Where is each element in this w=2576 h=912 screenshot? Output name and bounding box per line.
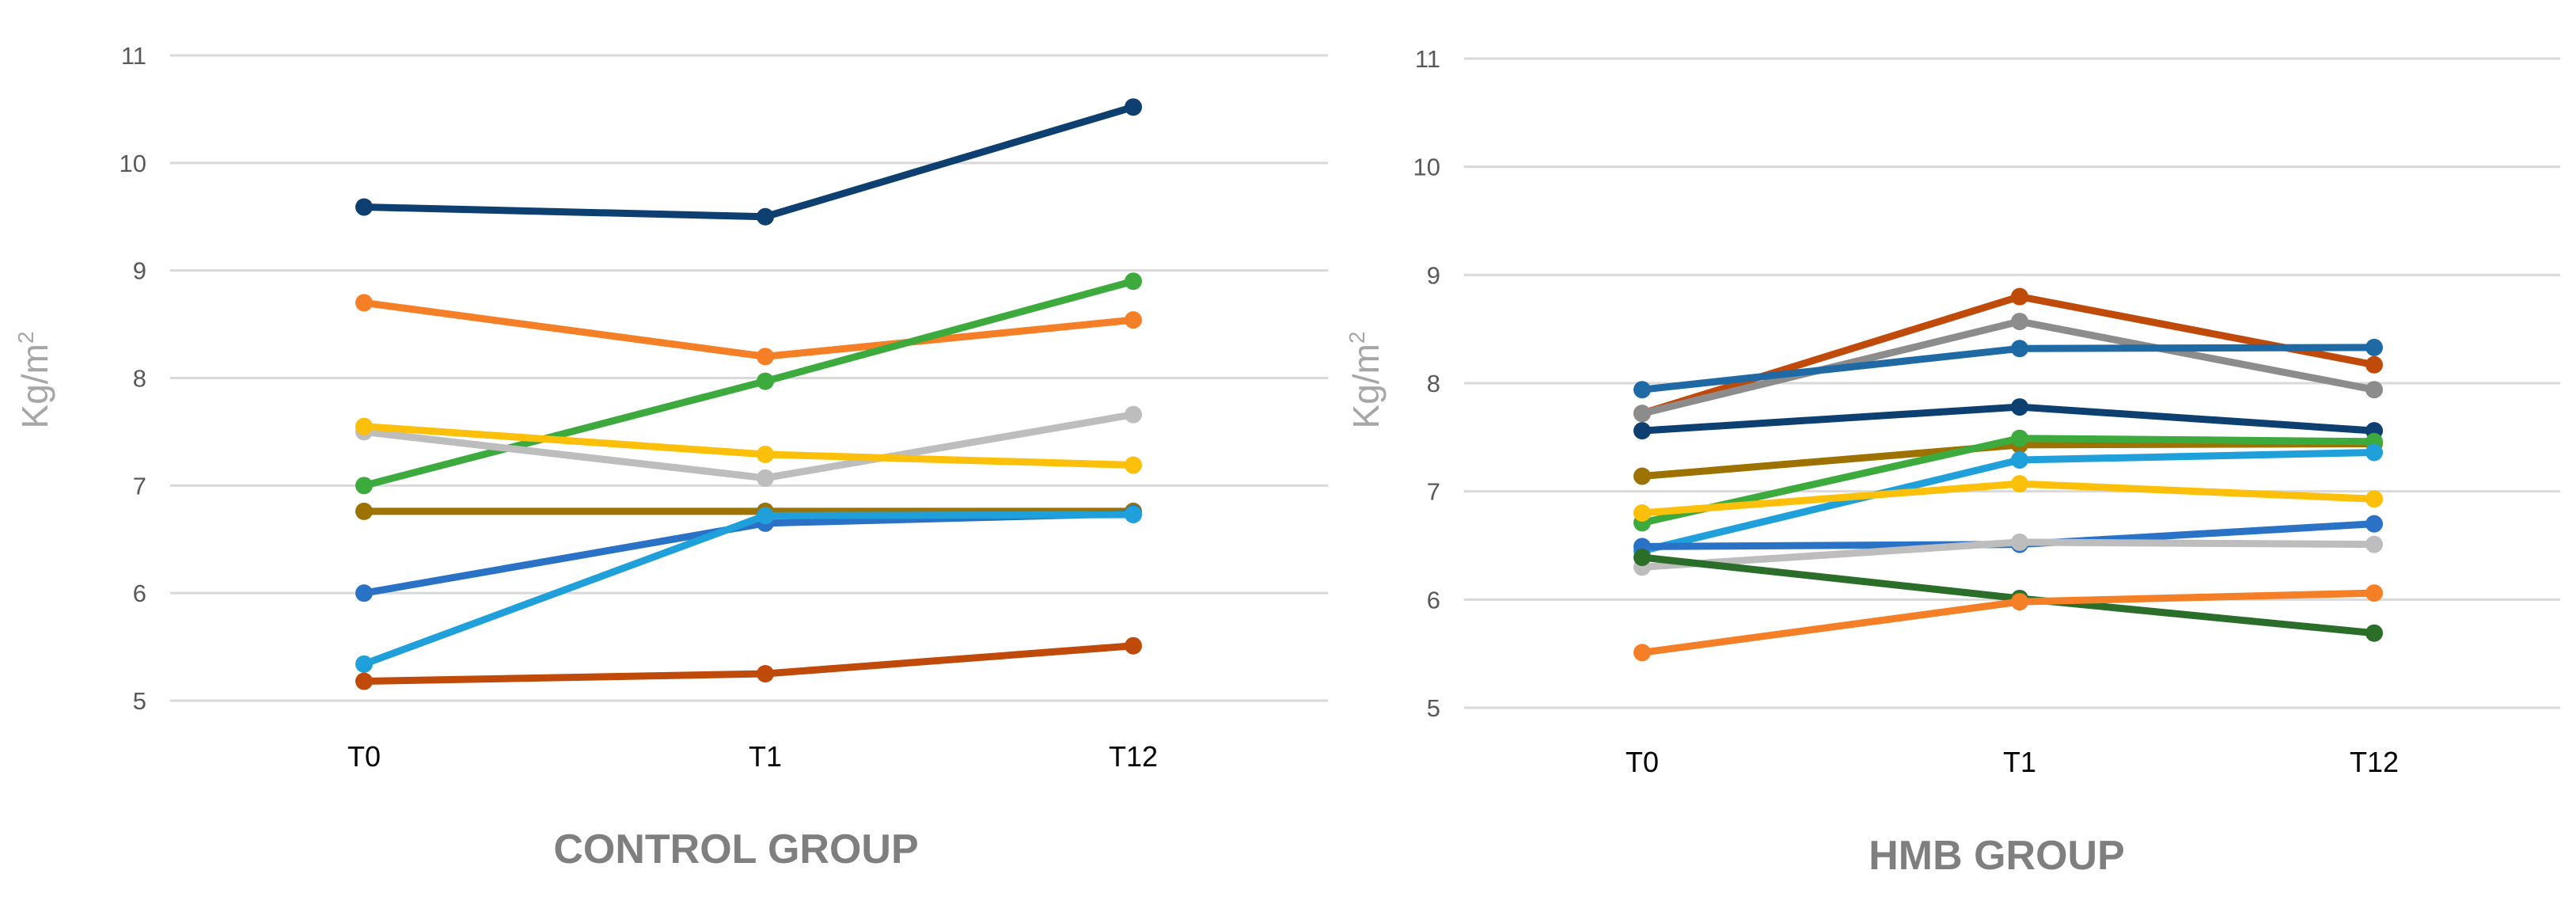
hmb-group-chart: 5 6 7 8 9 10 11 T0 T1 T12 Kg/m2 HMB GROUP	[1345, 45, 2560, 879]
data-point	[355, 198, 373, 216]
data-point	[355, 502, 373, 520]
y-tick-label: 9	[133, 257, 146, 285]
data-point	[1633, 405, 1651, 423]
y-tick-label: 5	[1427, 694, 1440, 722]
x-tick-label: T12	[1109, 740, 1158, 773]
data-point	[1633, 644, 1651, 662]
y-tick-label: 6	[133, 580, 146, 607]
y-tick-label: 8	[1427, 370, 1440, 397]
data-point	[2011, 313, 2028, 331]
control-group-chart: 5 6 7 8 9 10 11 T0 T1 T12 Kg/m2 CONTROL GROUP	[13, 42, 1328, 872]
chart-title: CONTROL GROUP	[553, 826, 918, 872]
data-point	[757, 445, 774, 463]
y-tick-label: 7	[1427, 478, 1440, 506]
data-point	[2011, 593, 2028, 611]
y-axis-label-superscript: 2	[13, 332, 38, 344]
data-point	[2011, 398, 2028, 416]
data-point	[2365, 443, 2383, 462]
data-point	[355, 584, 373, 602]
data-point	[2365, 490, 2383, 508]
data-point	[2365, 624, 2383, 642]
x-tick-label: T12	[2350, 746, 2399, 778]
data-point	[2365, 355, 2383, 374]
y-tick-label: 11	[121, 42, 146, 70]
data-point	[355, 655, 373, 673]
y-axis-label: Kg/m2	[1345, 332, 1387, 429]
y-axis-label: Kg/m2	[13, 332, 55, 429]
y-tick-label: 10	[120, 150, 146, 177]
series-line	[360, 642, 1137, 686]
data-point	[355, 417, 373, 435]
data-point	[355, 672, 373, 690]
x-tick-label: T1	[2003, 746, 2036, 778]
y-tick-label: 9	[1427, 261, 1440, 289]
data-point	[2365, 584, 2383, 602]
y-tick-label: 6	[1427, 586, 1440, 614]
data-point	[2011, 451, 2028, 469]
data-point	[2365, 381, 2383, 399]
y-tick-label: 7	[133, 472, 146, 500]
series-line	[1638, 317, 2378, 417]
data-point	[1633, 549, 1651, 567]
data-point	[1125, 405, 1142, 424]
data-point	[2365, 535, 2383, 553]
data-point	[757, 372, 774, 390]
chart-title: HMB GROUP	[1868, 833, 2125, 879]
data-point	[2011, 475, 2028, 493]
data-point	[2011, 287, 2028, 306]
data-point	[2011, 533, 2028, 551]
data-point	[1125, 311, 1142, 329]
x-tick-label: T0	[1626, 746, 1659, 778]
data-point	[757, 348, 774, 366]
series-line	[360, 411, 1137, 482]
data-point	[1125, 636, 1142, 655]
data-point	[757, 665, 774, 683]
x-tick-label: T1	[749, 740, 782, 773]
data-point	[1125, 506, 1142, 524]
data-point	[1633, 467, 1651, 485]
data-point	[2011, 340, 2028, 358]
data-point	[1125, 98, 1142, 116]
x-tick-label: T0	[347, 740, 381, 773]
y-tick-label: 8	[133, 365, 146, 393]
data-point	[1633, 504, 1651, 522]
y-tick-label: 11	[1415, 45, 1440, 73]
data-point	[355, 294, 373, 312]
data-point	[1633, 381, 1651, 399]
data-point	[757, 207, 774, 226]
data-point	[1633, 422, 1651, 440]
data-point	[1125, 272, 1142, 291]
y-tick-label: 10	[1413, 154, 1440, 181]
data-point	[757, 507, 774, 525]
data-point	[1125, 456, 1142, 474]
y-axis-label-superscript: 2	[1345, 332, 1369, 344]
data-point	[355, 477, 373, 495]
data-point	[2365, 515, 2383, 533]
data-point	[2011, 429, 2028, 447]
data-point	[757, 469, 774, 487]
series-line	[1638, 435, 2378, 526]
series-line	[1638, 293, 2378, 417]
series-line	[1638, 403, 2378, 435]
y-tick-label: 5	[133, 687, 146, 715]
series-line	[360, 511, 1137, 668]
data-point	[2365, 338, 2383, 356]
